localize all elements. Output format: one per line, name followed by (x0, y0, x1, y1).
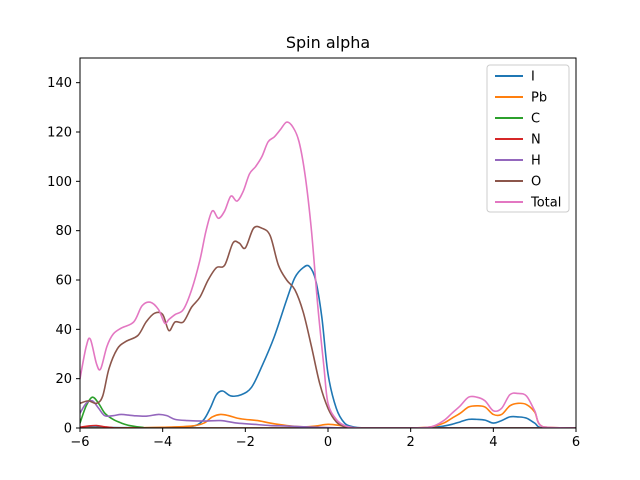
y-tick-label: 60 (55, 274, 72, 289)
legend-label-pb: Pb (531, 91, 547, 106)
legend-label-i: I (531, 70, 535, 85)
x-tick-label: −2 (236, 435, 255, 450)
series-line-i (80, 264, 576, 428)
series-line-o (80, 225, 576, 428)
legend-label-c: C (531, 112, 540, 127)
series-line-total (80, 121, 576, 428)
x-tick-label: 6 (572, 435, 580, 450)
x-tick-label: 0 (324, 435, 332, 450)
y-tick-label: 100 (47, 175, 72, 190)
x-tick-label: −6 (70, 435, 89, 450)
legend-label-o: O (531, 175, 541, 190)
legend-label-n: N (531, 133, 541, 148)
y-tick-label: 40 (55, 323, 72, 338)
y-tick-label: 0 (64, 422, 72, 437)
chart-title: Spin alpha (286, 33, 370, 52)
x-tick-label: 4 (489, 435, 497, 450)
y-tick-label: 120 (47, 126, 72, 141)
y-tick-label: 80 (55, 224, 72, 239)
y-tick-label: 140 (47, 76, 72, 91)
legend-label-total: Total (530, 196, 561, 211)
y-tick-label: 20 (55, 372, 72, 387)
legend-label-h: H (531, 154, 541, 169)
series-line-c (80, 396, 576, 428)
x-tick-label: 2 (407, 435, 415, 450)
legend-box (486, 64, 570, 213)
x-tick-label: −4 (153, 435, 172, 450)
